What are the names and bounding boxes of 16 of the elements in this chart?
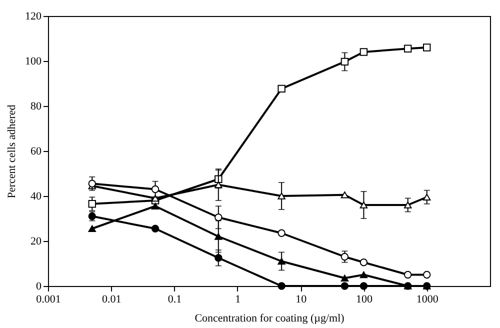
x-tick-label: 1 — [235, 294, 241, 306]
y-tick-label: 40 — [30, 190, 42, 202]
y-axis-title: Percent cells adhered — [6, 104, 18, 198]
x-tick-label: 10 — [296, 294, 308, 306]
x-tick-label: 1000 — [416, 294, 439, 306]
x-tick-label: 100 — [356, 294, 373, 306]
y-tick-label: 100 — [25, 56, 42, 68]
x-tick-label: 0.01 — [102, 294, 122, 306]
y-tick-label: 20 — [30, 236, 42, 248]
y-tick-label: 120 — [25, 10, 42, 22]
y-tick-label: 80 — [30, 100, 42, 112]
x-tick-label: 0.001 — [36, 294, 61, 306]
y-tick-label: 0 — [36, 280, 42, 292]
x-axis-title: Concentration for coating (µg/ml) — [194, 312, 345, 324]
x-tick-label: 0.1 — [168, 294, 182, 306]
y-tick-label: 60 — [30, 146, 42, 158]
